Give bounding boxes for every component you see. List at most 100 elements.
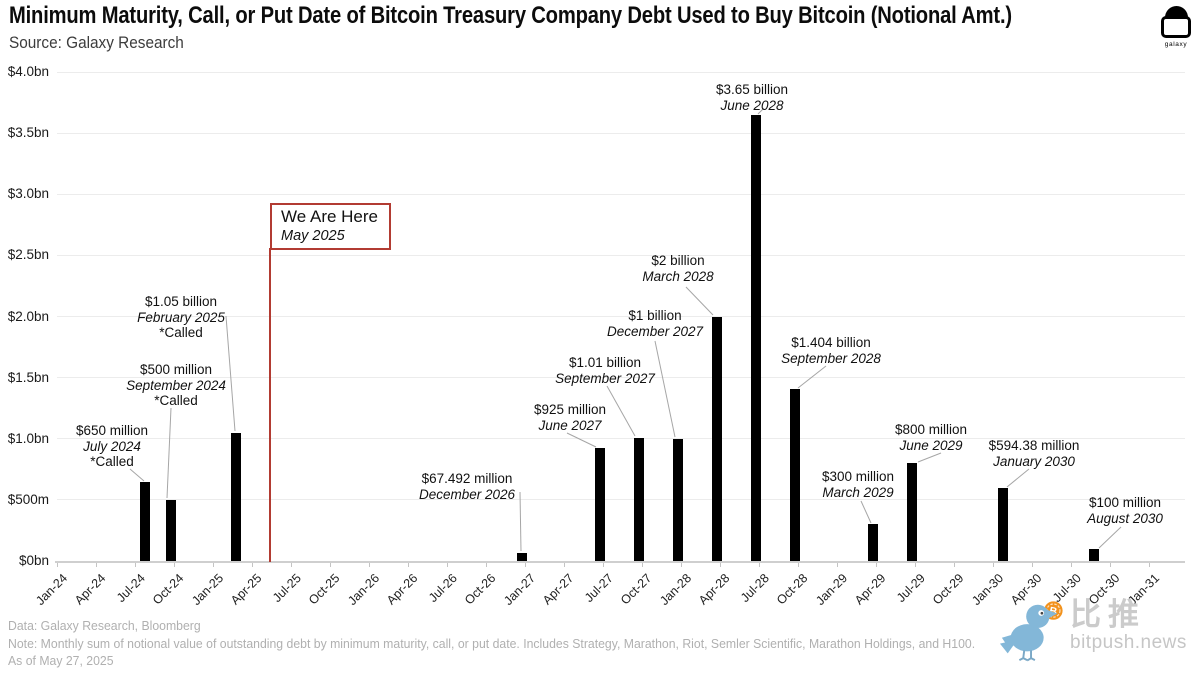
annotation-called: *Called (159, 325, 203, 340)
x-tick-mark (993, 563, 994, 567)
x-tick-mark (330, 563, 331, 567)
x-tick-label: Jan-26 (344, 571, 382, 608)
bar (907, 463, 918, 561)
annotation-date: December 2026 (418, 486, 516, 502)
x-tick-label: Apr-28 (696, 571, 733, 608)
x-tick-label: Jan-27 (500, 571, 538, 608)
annotation-value: $300 million (821, 469, 895, 484)
annotation-value: $500 million (139, 362, 213, 377)
x-tick-mark (720, 563, 721, 567)
bar (790, 389, 801, 561)
annotation-date: June 2028 (720, 97, 784, 113)
bar-annotation: $650 million July 2024 *Called (76, 423, 148, 470)
x-tick-label: Oct-26 (462, 571, 499, 608)
x-tick-mark (1110, 563, 1111, 567)
y-tick-label: $0bn (18, 553, 49, 568)
x-tick-mark (876, 563, 877, 567)
x-tick-mark (252, 563, 253, 567)
leader-line (1006, 468, 1030, 488)
y-tick-label: $2.0bn (7, 308, 49, 324)
bar (595, 447, 606, 561)
source-label: Source: Galaxy Research (9, 34, 184, 52)
x-tick-label: Jul-28 (737, 571, 772, 605)
we-are-here-label: We Are Here (281, 207, 379, 226)
leader-line (566, 432, 597, 448)
bitpush-bird-icon: B (999, 601, 1063, 662)
x-tick-mark (837, 563, 838, 567)
x-tick-mark (486, 563, 487, 567)
footer-note: Note: Monthly sum of notional value of o… (8, 636, 976, 651)
bar (166, 499, 177, 561)
x-tick-mark (603, 563, 604, 567)
y-tick-label: $1.5bn (7, 369, 49, 385)
x-tick-mark (642, 563, 643, 567)
annotation-date: December 2027 (606, 323, 704, 339)
x-tick-label: Jan-28 (656, 571, 694, 608)
x-tick-label: Apr-27 (540, 571, 577, 608)
annotation-value: $100 million (1088, 495, 1162, 510)
x-tick-mark (408, 563, 409, 567)
x-tick-mark (1071, 563, 1072, 567)
bar (868, 524, 879, 561)
x-tick-label: Jul-25 (269, 571, 304, 605)
gridline (57, 71, 1185, 73)
gridline (57, 254, 1185, 256)
x-tick-mark (369, 563, 370, 567)
x-tick-mark (1032, 563, 1033, 567)
bar (751, 114, 762, 561)
annotation-date: February 2025 (137, 309, 225, 325)
leader-line (606, 385, 636, 437)
svg-text:B: B (1048, 605, 1058, 618)
leader-line (654, 340, 676, 438)
leader-line (860, 500, 872, 524)
bar-annotation: $925 million June 2027 (534, 402, 606, 433)
x-tick-mark (1149, 563, 1150, 567)
y-tick-label: $500m (7, 491, 49, 507)
chart-title: Minimum Maturity, Call, or Put Date of B… (9, 2, 1012, 29)
annotation-value: $650 million (75, 423, 149, 438)
x-axis-line (55, 561, 1185, 563)
leader-line (129, 468, 145, 482)
annotation-date: January 2030 (993, 453, 1075, 469)
x-tick-label: Jul-24 (113, 571, 148, 605)
x-tick-label: Oct-27 (618, 571, 655, 608)
footer: Data: Galaxy Research, Bloomberg Note: M… (8, 618, 975, 671)
bar (634, 437, 645, 561)
annotation-date: June 2029 (899, 437, 963, 453)
gridline (57, 499, 1185, 501)
bar-annotation: $1.404 billion September 2028 (781, 335, 881, 366)
x-tick-mark (57, 563, 58, 567)
annotation-value: $1 billion (628, 308, 682, 323)
annotation-date: September 2027 (555, 370, 655, 386)
leader-line (519, 491, 522, 552)
x-tick-mark (525, 563, 526, 567)
bar (231, 432, 242, 561)
annotation-date: August 2030 (1087, 510, 1163, 526)
x-tick-mark (213, 563, 214, 567)
x-tick-mark (135, 563, 136, 567)
x-tick-label: Oct-28 (774, 571, 811, 608)
x-tick-mark (96, 563, 97, 567)
bar-annotation: $300 million March 2029 (822, 469, 894, 500)
leader-line (166, 407, 172, 499)
x-tick-label: Oct-24 (150, 571, 187, 608)
y-tick-label: $2.5bn (7, 247, 49, 263)
x-tick-label: Apr-24 (72, 571, 109, 608)
x-tick-label: Jul-29 (893, 571, 928, 605)
x-tick-label: Jul-27 (581, 571, 616, 605)
x-tick-label: Apr-25 (228, 571, 265, 608)
bitpush-cn-label: 比推 (1070, 597, 1146, 632)
annotation-called: *Called (90, 454, 134, 469)
y-tick-label: $1.0bn (7, 430, 49, 446)
annotation-called: *Called (154, 393, 198, 408)
bitpush-url-label: bitpush.news (1070, 632, 1187, 653)
annotation-value: $2 billion (651, 253, 705, 268)
x-tick-label: Jan-24 (32, 571, 70, 608)
annotation-value: $1.05 billion (144, 294, 218, 309)
x-tick-label: Oct-29 (930, 571, 967, 608)
bar-annotation: $1 billion December 2027 (607, 308, 703, 339)
annotation-value: $925 million (533, 402, 607, 417)
galaxy-logo: galaxy (1155, 6, 1197, 48)
x-tick-label: Jul-26 (425, 571, 460, 605)
gridline (57, 316, 1185, 317)
